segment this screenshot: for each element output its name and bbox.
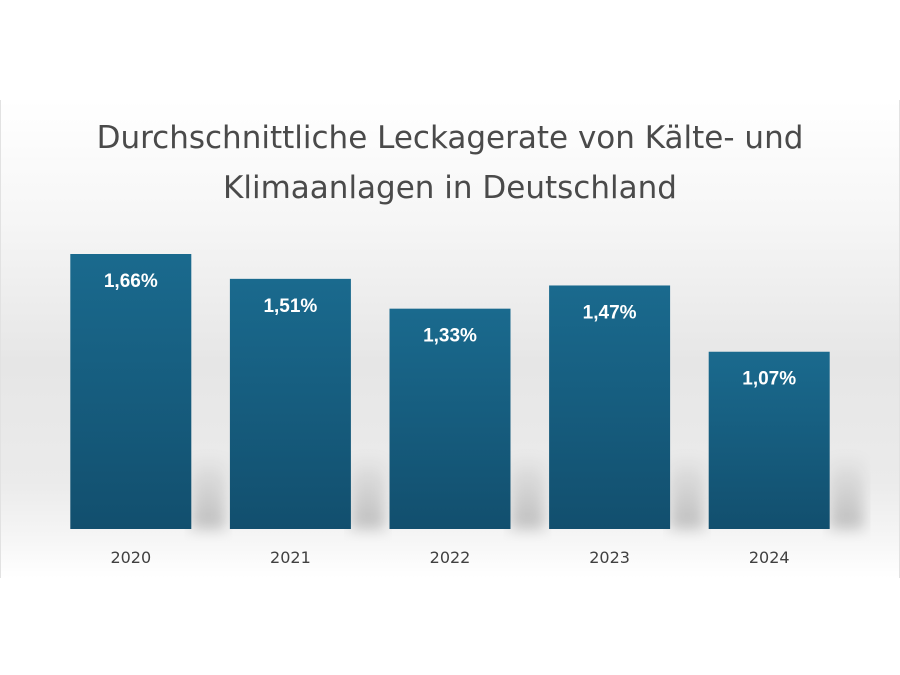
bar-shadow (829, 459, 864, 529)
chart-title: Durchschnittliche Leckagerate von Kälte-… (0, 113, 900, 213)
bar-shadow (510, 459, 545, 529)
x-tick-label: 2022 (430, 548, 471, 567)
bar-value-label: 1,47% (583, 302, 637, 323)
bar-value-label: 1,33% (423, 326, 477, 347)
bar-shadow (670, 459, 705, 529)
bar-value-labels: 1,66% 1,51% 1,33% 1,47% 1,07% (104, 271, 796, 390)
bar-2022 (389, 308, 511, 529)
bar-2024 (708, 351, 830, 529)
bars (70, 254, 830, 529)
x-tick-label: 2020 (110, 548, 151, 567)
x-tick-label: 2023 (589, 548, 630, 567)
bar-shadow (350, 459, 385, 529)
x-axis-tick-labels: 2020 2021 2022 2023 2024 (110, 548, 789, 567)
bar-2021 (229, 278, 351, 529)
chart-title-line-1: Durchschnittliche Leckagerate von Kälte-… (96, 120, 804, 156)
bar-value-label: 1,66% (104, 271, 158, 292)
bar-value-label: 1,51% (263, 296, 317, 317)
bar-shadows (191, 459, 864, 529)
bar-2023 (549, 285, 671, 529)
bar-2020 (70, 254, 192, 529)
x-tick-label: 2024 (749, 548, 790, 567)
bar-value-label: 1,07% (742, 369, 796, 390)
bar-shadow (191, 459, 226, 529)
chart-title-line-2: Klimaanlagen in Deutschland (223, 170, 677, 206)
x-tick-label: 2021 (270, 548, 311, 567)
